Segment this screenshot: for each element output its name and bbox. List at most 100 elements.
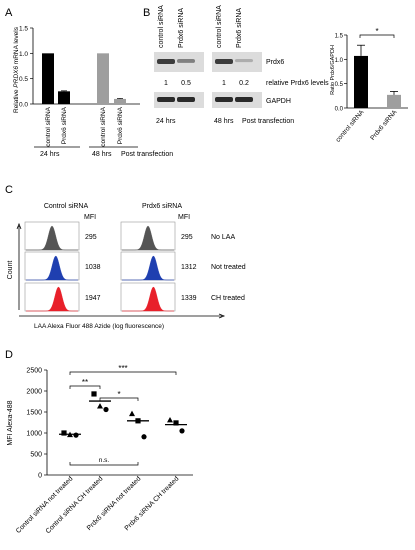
flow-mfi-value: 295 xyxy=(181,234,193,241)
flow-histogram-peak xyxy=(26,255,78,281)
flow-mfi-value: 1339 xyxy=(181,295,197,302)
flow-mfi-value: 295 xyxy=(85,234,97,241)
panel-a-ylabel-suffix: mRNA levels xyxy=(13,26,20,66)
panel-label-a: A xyxy=(5,7,13,19)
flow-mfi-value: 1312 xyxy=(181,264,197,271)
panel-d-bracket xyxy=(99,397,139,401)
panel-d-point-circle xyxy=(103,406,109,413)
panel-a-ylabel-gene: PRDX6 xyxy=(13,66,20,88)
panel-b-bar xyxy=(354,55,368,108)
panel-a-category-labels: control siRNA Prdx6 siRNA control siRNA Prd… xyxy=(45,106,124,146)
blot-gapdh-band xyxy=(235,97,253,102)
panel-d-point-triangle xyxy=(97,403,103,409)
panel-a-bar xyxy=(97,53,109,104)
blot-lane-label: Prdx6 siRNA xyxy=(178,8,185,48)
blot-row-gapdh: GAPDH xyxy=(266,98,291,105)
flow-histogram-peak xyxy=(122,225,174,251)
panel-c-column-prdx6: Prdx6 siRNA xyxy=(142,203,182,210)
flow-row-label: Not treated xyxy=(211,264,246,271)
panel-d-mean-lines xyxy=(59,400,187,435)
panel-d-point-square xyxy=(135,418,141,424)
panel-a-group-24hrs: 24 hrs xyxy=(40,151,60,158)
panel-d-point-circle xyxy=(73,432,79,438)
panel-d-y-axis-label: MFI Alexa-488 xyxy=(7,400,14,445)
blot-relative-level: 1 xyxy=(222,80,226,87)
panel-d-point-triangle xyxy=(129,410,135,417)
panel-b-western-blot: control siRNA Prdx6 siRNA control siRNA Prd… xyxy=(154,5,329,125)
panel-a-footer: Post transfection xyxy=(121,151,173,158)
panel-d-category-label: Control siRNA not treated xyxy=(15,475,75,535)
panel-c-x-arrow xyxy=(19,313,226,319)
panel-d-point-circle xyxy=(141,434,147,440)
blot-row-relative: relative Prdx6 levels xyxy=(266,80,329,87)
panel-b-lane-labels: control siRNA Prdx6 siRNA control siRNA Prd… xyxy=(158,5,243,48)
panel-a-bar xyxy=(114,98,126,104)
flow-row-label: No LAA xyxy=(211,234,235,241)
panel-d-point-square xyxy=(173,420,179,426)
blot-lane-label: Prdx6 siRNA xyxy=(236,8,243,48)
flow-histogram-peak xyxy=(26,225,78,251)
panel-c-x-axis-label: LAA Alexa Fluor 488 Azide (log fluoresce… xyxy=(34,323,164,330)
blot-prdx6-band xyxy=(215,59,233,64)
panel-c-y-arrow xyxy=(16,222,22,310)
panel-c-mfi-header-prdx6: MFI xyxy=(178,214,190,221)
panel-d-ytick-label: 1500 xyxy=(26,410,42,417)
panel-b-ytick-label: 0.5 xyxy=(335,82,344,88)
panel-d-ytick-label: 2500 xyxy=(26,368,42,375)
panel-d-y-ticks: 0 500 1000 1500 2000 2500 xyxy=(26,368,47,480)
panel-b-ytick-label: 1.0 xyxy=(335,58,344,64)
panel-a-bar xyxy=(42,53,54,104)
panel-b-bars xyxy=(354,44,401,108)
panel-a-ytick-label: 0.5 xyxy=(19,76,28,83)
panel-a-y-ticks: 0.0 0.5 1.0 1.5 xyxy=(19,26,33,109)
panel-b-significance: * xyxy=(375,27,378,36)
panel-d-point-square xyxy=(61,430,67,436)
blot-relative-level: 1 xyxy=(164,80,168,87)
panel-c-histograms: 295 295 No LAA 1038 1312 Not treated 1947 1339 C… xyxy=(24,221,246,312)
panel-b-relative-levels: 1 0.5 1 0.2 xyxy=(164,80,249,87)
panel-d-point-triangle xyxy=(67,431,73,438)
panel-d-bracket-label: * xyxy=(117,390,120,399)
panel-d-bracket-label: ** xyxy=(82,378,88,387)
panel-b-bar xyxy=(387,94,401,108)
panel-b-category-label: Prdx6 siRNA xyxy=(369,108,399,142)
blot-relative-level: 0.5 xyxy=(181,80,191,87)
panel-d-ytick-label: 2000 xyxy=(26,389,42,396)
panel-d-bracket-label: n.s. xyxy=(99,457,110,464)
blot-group-24hrs: 24 hrs xyxy=(156,118,176,125)
flow-row-label: CH treated xyxy=(211,295,245,302)
blot-prdx6-band xyxy=(157,59,175,64)
panel-c-y-axis-label: Count xyxy=(7,261,14,280)
panel-c-mfi-header-control: MFI xyxy=(84,214,96,221)
blot-gapdh-band xyxy=(215,97,233,102)
panel-d-bracket xyxy=(69,371,177,375)
blot-group-48hrs: 48 hrs xyxy=(214,118,234,125)
panel-b-ratio-bar-chart: Ratio Prdx6/GAPDH 0.0 0.5 1.0 1.5 control s… xyxy=(330,27,408,144)
panel-b-category-label: control siRNA xyxy=(335,108,366,143)
panel-label-c: C xyxy=(5,184,13,196)
panel-a-ytick-label: 0.0 xyxy=(19,102,28,109)
panel-d-point-circle xyxy=(179,428,185,434)
panel-b-bands xyxy=(157,59,253,102)
panel-d-bracket-label: *** xyxy=(118,364,127,373)
panel-b-y-ticks: 0.0 0.5 1.0 1.5 xyxy=(335,34,347,113)
panel-a-category-label: control siRNA xyxy=(45,106,52,146)
panel-a-bar xyxy=(58,91,70,104)
panel-label-b: B xyxy=(143,7,150,19)
panel-d-bracket xyxy=(69,385,101,389)
panel-a-category-label: Prdx6 siRNA xyxy=(117,106,124,144)
panel-d-bracket xyxy=(69,462,139,466)
panel-c-flow-histograms: Control siRNA Prdx6 siRNA MFI MFI Count … xyxy=(7,203,246,330)
panel-d-points xyxy=(61,391,185,440)
panel-a-ytick-label: 1.5 xyxy=(19,26,28,33)
flow-histogram-peak xyxy=(26,286,78,312)
blot-lane-label: control siRNA xyxy=(158,5,165,48)
flow-mfi-value: 1038 xyxy=(85,264,101,271)
panel-c-column-control: Control siRNA xyxy=(44,203,89,210)
flow-mfi-value: 1947 xyxy=(85,295,101,302)
panel-a-category-label: control siRNA xyxy=(100,106,107,146)
panel-b-significance-bracket xyxy=(359,34,395,38)
